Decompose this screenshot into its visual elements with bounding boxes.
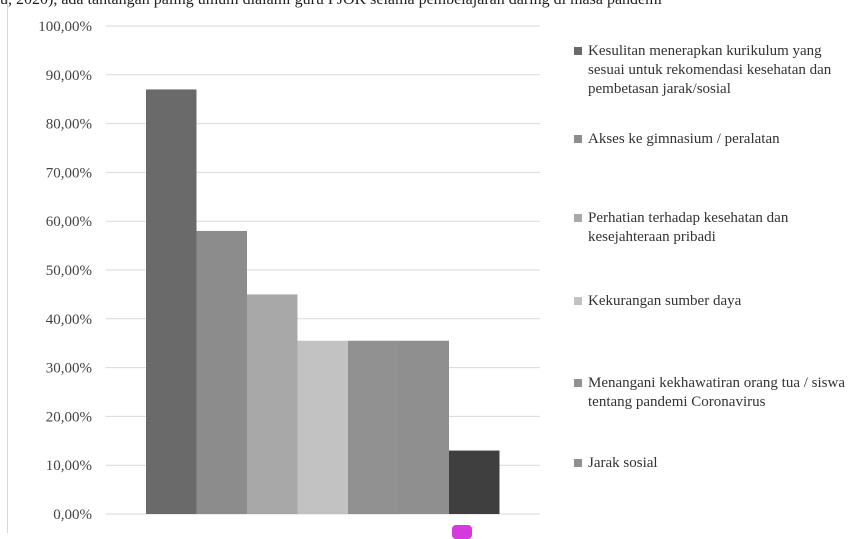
legend-label: Jarak sosial: [588, 455, 658, 471]
legend-item: Kesulitan menerapkan kurikulum yang sesu…: [574, 42, 850, 99]
legend-item: Perhatian terhadap kesehatan dan kesejah…: [574, 209, 850, 247]
bar: [348, 340, 399, 514]
legend-label: Kekurangan sumber daya: [588, 293, 742, 309]
bars: [146, 89, 500, 514]
legend-swatch: [574, 214, 582, 222]
bar: [196, 230, 247, 514]
legend-swatch: [574, 47, 582, 55]
legend-swatch: [574, 459, 582, 467]
y-tick-label: 10,00%: [46, 458, 92, 474]
y-tick-label: 20,00%: [46, 409, 92, 425]
frame-border: [7, 0, 8, 533]
y-tick-label: 0,00%: [53, 507, 92, 523]
bar: [297, 340, 348, 514]
y-tick-label: 60,00%: [46, 214, 92, 230]
legend-item: Akses ke gimnasium / peralatan: [574, 130, 850, 149]
top-text-line: u, 2020), ada tantangan paling umum dial…: [0, 0, 854, 9]
y-axis-tick-labels: 0,00% 10,00% 20,00% 30,00% 40,00% 50,00% 60,00…: [38, 19, 92, 523]
legend-swatch: [574, 135, 582, 143]
y-tick-label: 40,00%: [46, 312, 92, 328]
y-tick-label: 100,00%: [38, 19, 92, 35]
pink-marker: [452, 525, 472, 539]
y-tick-label: 90,00%: [46, 68, 92, 84]
bar: [247, 294, 298, 514]
legend-item: Menangani kekhawatiran orang tua / siswa…: [574, 374, 850, 412]
legend-item: Jarak sosial: [574, 454, 850, 473]
y-tick-label: 70,00%: [46, 165, 92, 181]
legend-label: Menangani kekhawatiran orang tua / siswa…: [588, 375, 845, 410]
y-tick-label: 30,00%: [46, 361, 92, 377]
legend-label: Kesulitan menerapkan kurikulum yang sesu…: [588, 43, 832, 97]
bar: [398, 340, 449, 514]
legend-swatch: [574, 379, 582, 387]
legend-swatch: [574, 297, 582, 305]
legend-label: Akses ke gimnasium / peralatan: [588, 131, 780, 147]
y-tick-label: 50,00%: [46, 263, 92, 279]
y-tick-label: 80,00%: [46, 117, 92, 133]
bar: [146, 89, 197, 514]
legend-item: Kekurangan sumber daya: [574, 292, 850, 311]
legend-label: Perhatian terhadap kesehatan dan kesejah…: [588, 210, 789, 245]
bar: [449, 450, 500, 514]
